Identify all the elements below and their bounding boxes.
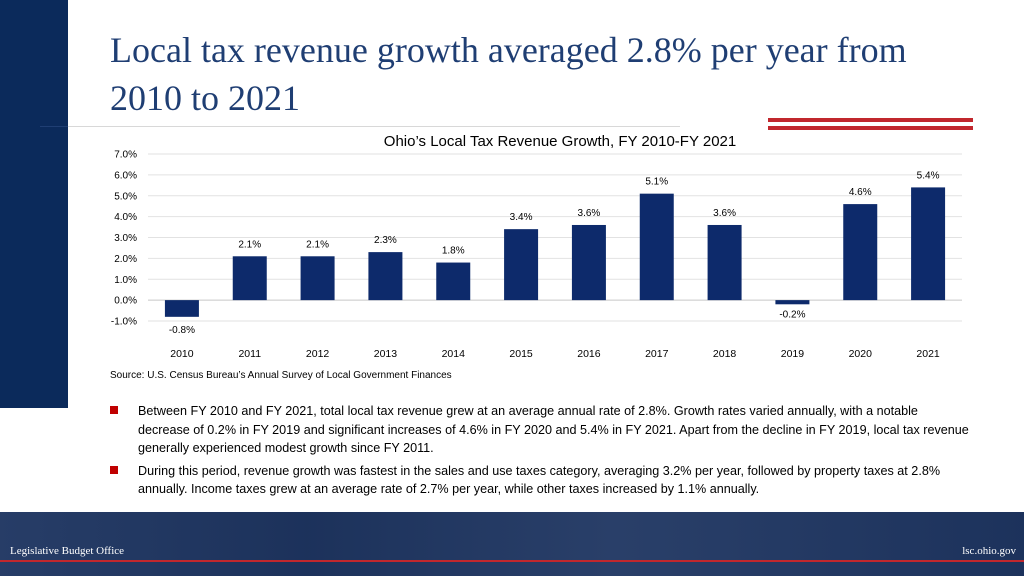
y-tick-label: -1.0% — [111, 317, 137, 328]
slide-title: Local tax revenue growth averaged 2.8% p… — [110, 30, 907, 118]
x-tick-label: 2020 — [849, 348, 873, 360]
footer-band — [0, 512, 1024, 576]
red-stripe-bottom — [768, 126, 973, 130]
bar — [911, 187, 946, 301]
chart-title: Ohio’s Local Tax Revenue Growth, FY 2010… — [383, 133, 737, 150]
x-tick-label: 2017 — [645, 348, 669, 360]
chart-source: Source: U.S. Census Bureau’s Annual Surv… — [110, 370, 452, 381]
bullet-square-icon — [110, 406, 118, 414]
bullet-item: During this period, revenue growth was f… — [110, 462, 972, 499]
title-divider-accent — [40, 126, 68, 127]
data-label: 3.4% — [510, 212, 533, 223]
x-tick-label: 2021 — [916, 348, 940, 360]
footer-red-line — [0, 560, 1024, 562]
bar — [504, 229, 539, 301]
data-label: 5.4% — [917, 170, 940, 181]
bar — [300, 256, 335, 301]
x-tick-label: 2014 — [442, 348, 466, 360]
data-label: -0.2% — [779, 309, 805, 320]
bar — [164, 300, 199, 317]
bullet-square-icon — [110, 465, 118, 474]
y-tick-label: 5.0% — [114, 191, 137, 202]
bar — [368, 252, 403, 301]
x-tick-label: 2013 — [374, 348, 398, 360]
bar — [436, 262, 471, 301]
y-tick-label: 4.0% — [114, 212, 137, 223]
bar — [571, 224, 606, 301]
bullet-text: Between FY 2010 and FY 2021, total local… — [138, 404, 969, 455]
x-tick-label: 2016 — [577, 348, 601, 360]
x-tick-label: 2010 — [170, 348, 194, 360]
left-accent-bar — [0, 0, 68, 408]
bar — [639, 193, 674, 301]
y-tick-label: 0.0% — [114, 296, 137, 307]
footer-org-name: Legislative Budget Office — [10, 545, 125, 557]
y-tick-label: 1.0% — [114, 275, 137, 286]
data-label: 1.8% — [442, 246, 465, 257]
data-label: 4.6% — [849, 187, 872, 198]
bar — [232, 256, 267, 301]
data-label: 2.1% — [238, 239, 261, 250]
bullet-list: Between FY 2010 and FY 2021, total local… — [110, 402, 972, 503]
title-divider — [40, 126, 680, 127]
bullet-text: During this period, revenue growth was f… — [138, 463, 941, 497]
x-tick-label: 2018 — [713, 348, 737, 360]
data-label: 2.3% — [374, 235, 397, 246]
y-tick-label: 3.0% — [114, 233, 137, 244]
data-label: 2.1% — [306, 239, 329, 250]
y-tick-label: 6.0% — [114, 170, 137, 181]
y-tick-label: 7.0% — [114, 150, 137, 161]
data-label: -0.8% — [169, 325, 195, 336]
bar — [707, 224, 742, 301]
bullet-item: Between FY 2010 and FY 2021, total local… — [110, 402, 972, 458]
x-tick-label: 2011 — [238, 348, 261, 360]
data-label: 3.6% — [713, 208, 736, 219]
x-tick-label: 2012 — [306, 348, 330, 360]
data-label: 3.6% — [578, 208, 601, 219]
y-tick-label: 2.0% — [114, 254, 137, 265]
red-stripe-top — [768, 118, 973, 122]
x-tick-label: 2015 — [509, 348, 533, 360]
x-tick-label: 2019 — [781, 348, 805, 360]
footer-website-link[interactable]: lsc.ohio.gov — [962, 545, 1016, 557]
bar — [775, 300, 810, 305]
bar — [843, 204, 878, 301]
data-label: 5.1% — [645, 177, 668, 188]
